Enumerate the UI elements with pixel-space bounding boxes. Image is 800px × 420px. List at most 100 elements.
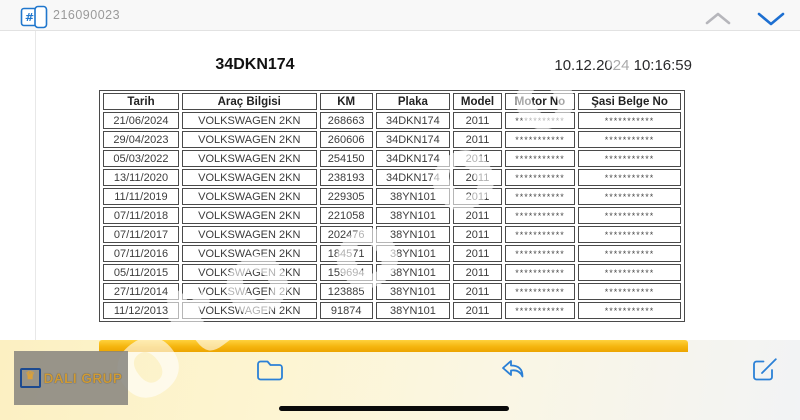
cell-arac-bilgisi: VOLKSWAGEN 2KN [181, 302, 317, 319]
cell-model: 2011 [453, 264, 502, 281]
cell-tarih: 11/11/2019 [103, 188, 179, 205]
table-row: 11/11/2019 VOLKSWAGEN 2KN 229305 38YN101… [103, 188, 681, 205]
cell-sasi-belge-no: *********** [578, 112, 681, 129]
cell-motor-no: *********** [504, 150, 576, 167]
table-row: 29/04/2023 VOLKSWAGEN 2KN 260606 34DKN17… [103, 131, 681, 148]
cell-plaka: 38YN101 [375, 207, 451, 224]
cell-tarih: 21/06/2024 [103, 112, 179, 129]
cell-sasi-belge-no: *********** [578, 207, 681, 224]
km-history-table: Tarih Araç Bilgisi KM Plaka Model Motor No Şas… [99, 90, 685, 322]
cell-tarih: 07/11/2016 [103, 245, 179, 262]
table-row: 11/12/2013 VOLKSWAGEN 2KN 91874 38YN101 … [103, 302, 681, 319]
cell-motor-no: *********** [504, 245, 576, 262]
cell-sasi-belge-no: *********** [578, 302, 681, 319]
table-row: 13/11/2020 VOLKSWAGEN 2KN 238193 34DKN17… [103, 169, 681, 186]
cell-km: 238193 [319, 169, 373, 186]
cell-sasi-belge-no: *********** [578, 131, 681, 148]
cell-arac-bilgisi: VOLKSWAGEN 2KN [181, 112, 317, 129]
cell-plaka: 34DKN174 [375, 112, 451, 129]
logo-text: DALI GRUP [43, 370, 123, 386]
cell-arac-bilgisi: VOLKSWAGEN 2KN [181, 188, 317, 205]
crown-icon: ♛ [19, 368, 41, 388]
cell-model: 2011 [453, 112, 502, 129]
cell-km: 229305 [319, 188, 373, 205]
cell-km: 254150 [319, 150, 373, 167]
chevron-down-icon[interactable] [756, 10, 786, 28]
cell-arac-bilgisi: VOLKSWAGEN 2KN [181, 150, 317, 167]
table-header-row: Tarih Araç Bilgisi KM Plaka Model Motor No Şas… [103, 93, 681, 110]
home-indicator[interactable] [279, 406, 509, 411]
cell-motor-no: *********** [504, 131, 576, 148]
cell-tarih: 11/12/2013 [103, 302, 179, 319]
listing-id: 216090023 [53, 8, 121, 22]
column-header: Şasi Belge No [578, 93, 681, 110]
table-row: 05/11/2015 VOLKSWAGEN 2KN 159694 38YN101… [103, 264, 681, 281]
cell-plaka: 38YN101 [375, 264, 451, 281]
column-header: Tarih [103, 93, 179, 110]
cell-km: 123885 [319, 283, 373, 300]
table-row: 07/11/2018 VOLKSWAGEN 2KN 221058 38YN101… [103, 207, 681, 224]
chevron-up-icon[interactable] [704, 11, 732, 26]
cell-arac-bilgisi: VOLKSWAGEN 2KN [181, 226, 317, 243]
cell-arac-bilgisi: VOLKSWAGEN 2KN [181, 169, 317, 186]
cell-plaka: 38YN101 [375, 283, 451, 300]
cell-plaka: 38YN101 [375, 302, 451, 319]
cell-motor-no: *********** [504, 283, 576, 300]
cell-km: 260606 [319, 131, 373, 148]
cell-model: 2011 [453, 302, 502, 319]
cell-plaka: 38YN101 [375, 188, 451, 205]
cell-model: 2011 [453, 207, 502, 224]
cell-tarih: 07/11/2017 [103, 226, 179, 243]
top-bar: # 216090023 [0, 0, 800, 31]
svg-text:#: # [25, 11, 34, 24]
cell-sasi-belge-no: *********** [578, 283, 681, 300]
cell-tarih: 07/11/2018 [103, 207, 179, 224]
cell-km: 159694 [319, 264, 373, 281]
hash-pages-icon: # [20, 5, 48, 29]
column-header: Plaka [375, 93, 451, 110]
cell-sasi-belge-no: *********** [578, 245, 681, 262]
cell-model: 2011 [453, 283, 502, 300]
column-header: KM [319, 93, 373, 110]
cell-tarih: 29/04/2023 [103, 131, 179, 148]
cell-model: 2011 [453, 188, 502, 205]
table-row: 07/11/2017 VOLKSWAGEN 2KN 202476 38YN101… [103, 226, 681, 243]
folder-icon[interactable] [255, 358, 285, 382]
cell-arac-bilgisi: VOLKSWAGEN 2KN [181, 131, 317, 148]
cell-motor-no: *********** [504, 169, 576, 186]
report-timestamp: 10.12.2024 10:16:59 [554, 57, 692, 74]
cell-sasi-belge-no: *********** [578, 264, 681, 281]
cell-plaka: 38YN101 [375, 245, 451, 262]
cell-tarih: 05/03/2022 [103, 150, 179, 167]
cell-model: 2011 [453, 245, 502, 262]
column-header: Model [453, 93, 502, 110]
cell-motor-no: *********** [504, 302, 576, 319]
column-header: Araç Bilgisi [181, 93, 317, 110]
table-row: 07/11/2016 VOLKSWAGEN 2KN 184571 38YN101… [103, 245, 681, 262]
cell-model: 2011 [453, 226, 502, 243]
cell-sasi-belge-no: *********** [578, 150, 681, 167]
table-body: 21/06/2024 VOLKSWAGEN 2KN 268663 34DKN17… [103, 112, 681, 319]
cell-tarih: 27/11/2014 [103, 283, 179, 300]
report-footer-bar [99, 340, 688, 352]
table-row: 05/03/2022 VOLKSWAGEN 2KN 254150 34DKN17… [103, 150, 681, 167]
reply-arrow-icon[interactable] [499, 356, 527, 384]
cell-km: 202476 [319, 226, 373, 243]
cell-plaka: 34DKN174 [375, 131, 451, 148]
cell-arac-bilgisi: VOLKSWAGEN 2KN [181, 207, 317, 224]
cell-model: 2011 [453, 131, 502, 148]
cell-sasi-belge-no: *********** [578, 188, 681, 205]
cell-km: 91874 [319, 302, 373, 319]
cell-arac-bilgisi: VOLKSWAGEN 2KN [181, 283, 317, 300]
cell-arac-bilgisi: VOLKSWAGEN 2KN [181, 245, 317, 262]
report-plate-title: 34DKN174 [215, 56, 295, 73]
compose-icon[interactable] [751, 356, 779, 384]
table-row: 21/06/2024 VOLKSWAGEN 2KN 268663 34DKN17… [103, 112, 681, 129]
photo-left-edge [35, 31, 36, 346]
cell-motor-no: *********** [504, 207, 576, 224]
cell-tarih: 13/11/2020 [103, 169, 179, 186]
cell-sasi-belge-no: *********** [578, 226, 681, 243]
cell-tarih: 05/11/2015 [103, 264, 179, 281]
cell-km: 221058 [319, 207, 373, 224]
